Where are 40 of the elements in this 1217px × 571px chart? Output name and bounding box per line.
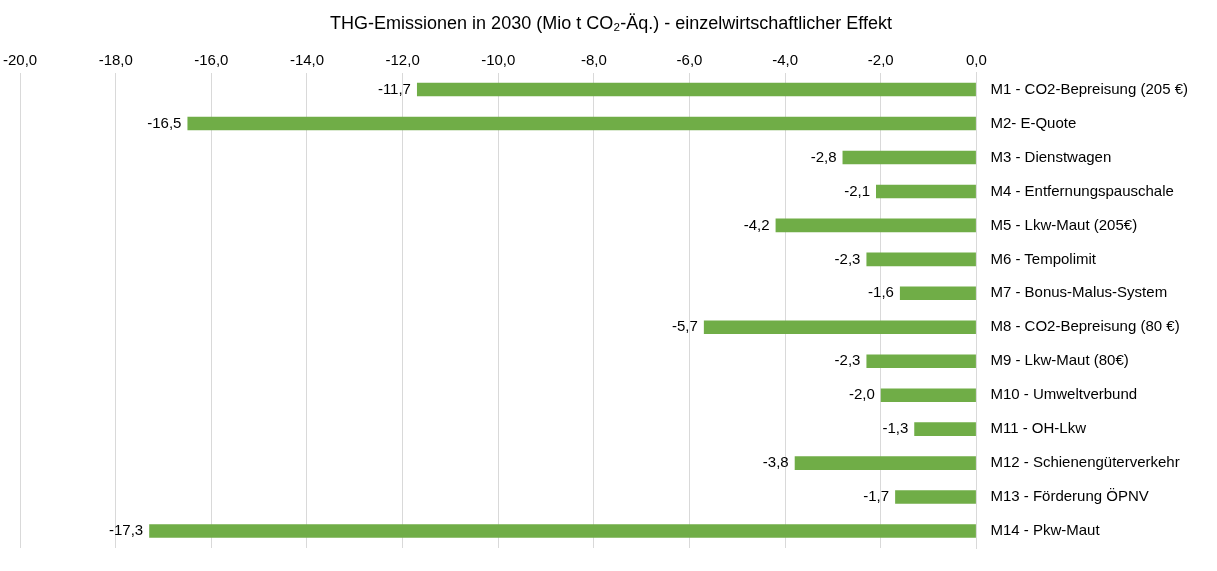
y-tick-label: M2- E-Quote [990, 113, 1077, 131]
data-label: -5,7 [672, 317, 698, 335]
data-label: -2,0 [848, 385, 875, 403]
x-tick-label: 0,0 [965, 50, 987, 68]
data-label: -1,3 [882, 419, 909, 437]
data-label: -2,3 [834, 249, 861, 267]
y-tick-label: M11 - OH-Lkw [990, 419, 1087, 437]
data-label: -2,8 [810, 147, 837, 165]
x-tick-label: -20,0 [2, 50, 38, 68]
data-label: -1,6 [868, 283, 894, 301]
y-tick-label: M14 - Pkw-Maut [990, 521, 1101, 539]
x-tick-label: -18,0 [98, 50, 133, 68]
x-tick-label: -10,0 [481, 50, 516, 68]
data-label: -2,3 [834, 351, 861, 369]
y-tick-label: M10 - Umweltverbund [990, 385, 1138, 403]
data-label: -16,5 [147, 113, 182, 131]
x-tick-label: -12,0 [385, 50, 420, 68]
y-tick-label: M1 - CO2-Bepreisung (205 €) [990, 79, 1189, 97]
data-label: -17,3 [108, 521, 144, 539]
y-tick-label: M7 - Bonus-Malus-System [990, 283, 1168, 301]
x-tick-label: -2,0 [867, 50, 894, 68]
data-label: -11,7 [377, 79, 411, 97]
y-tick-label: M13 - Förderung ÖPNV [990, 487, 1149, 505]
x-tick-label: -16,0 [194, 50, 229, 68]
y-tick-label: M8 - CO2-Bepreisung (80 €) [990, 317, 1180, 335]
chart-title: THG-Emissionen in 2030 (Mio t CO₂-Äq.) - einzelwirtschaftlicher Effekt [330, 12, 892, 33]
x-tick-label: -6,0 [676, 50, 703, 68]
y-tick-label: M9 - Lkw-Maut (80€) [990, 351, 1129, 369]
y-tick-label: M6 - Tempolimit [990, 249, 1097, 267]
y-tick-label: M12 - Schienengüterverkehr [990, 453, 1180, 471]
x-tick-label: -4,0 [772, 50, 799, 68]
y-tick-label: M4 - Entfernungspauschale [990, 181, 1174, 199]
y-tick-label: M3 - Dienstwagen [990, 147, 1112, 165]
data-label: -2,1 [844, 181, 870, 199]
data-label: -3,8 [762, 453, 789, 471]
y-tick-label: M5 - Lkw-Maut (205€) [990, 215, 1138, 233]
x-tick-label: -14,0 [289, 50, 325, 68]
x-tick-label: -8,0 [580, 50, 607, 68]
data-label: -1,7 [863, 487, 890, 505]
data-label: -4,2 [743, 215, 770, 233]
